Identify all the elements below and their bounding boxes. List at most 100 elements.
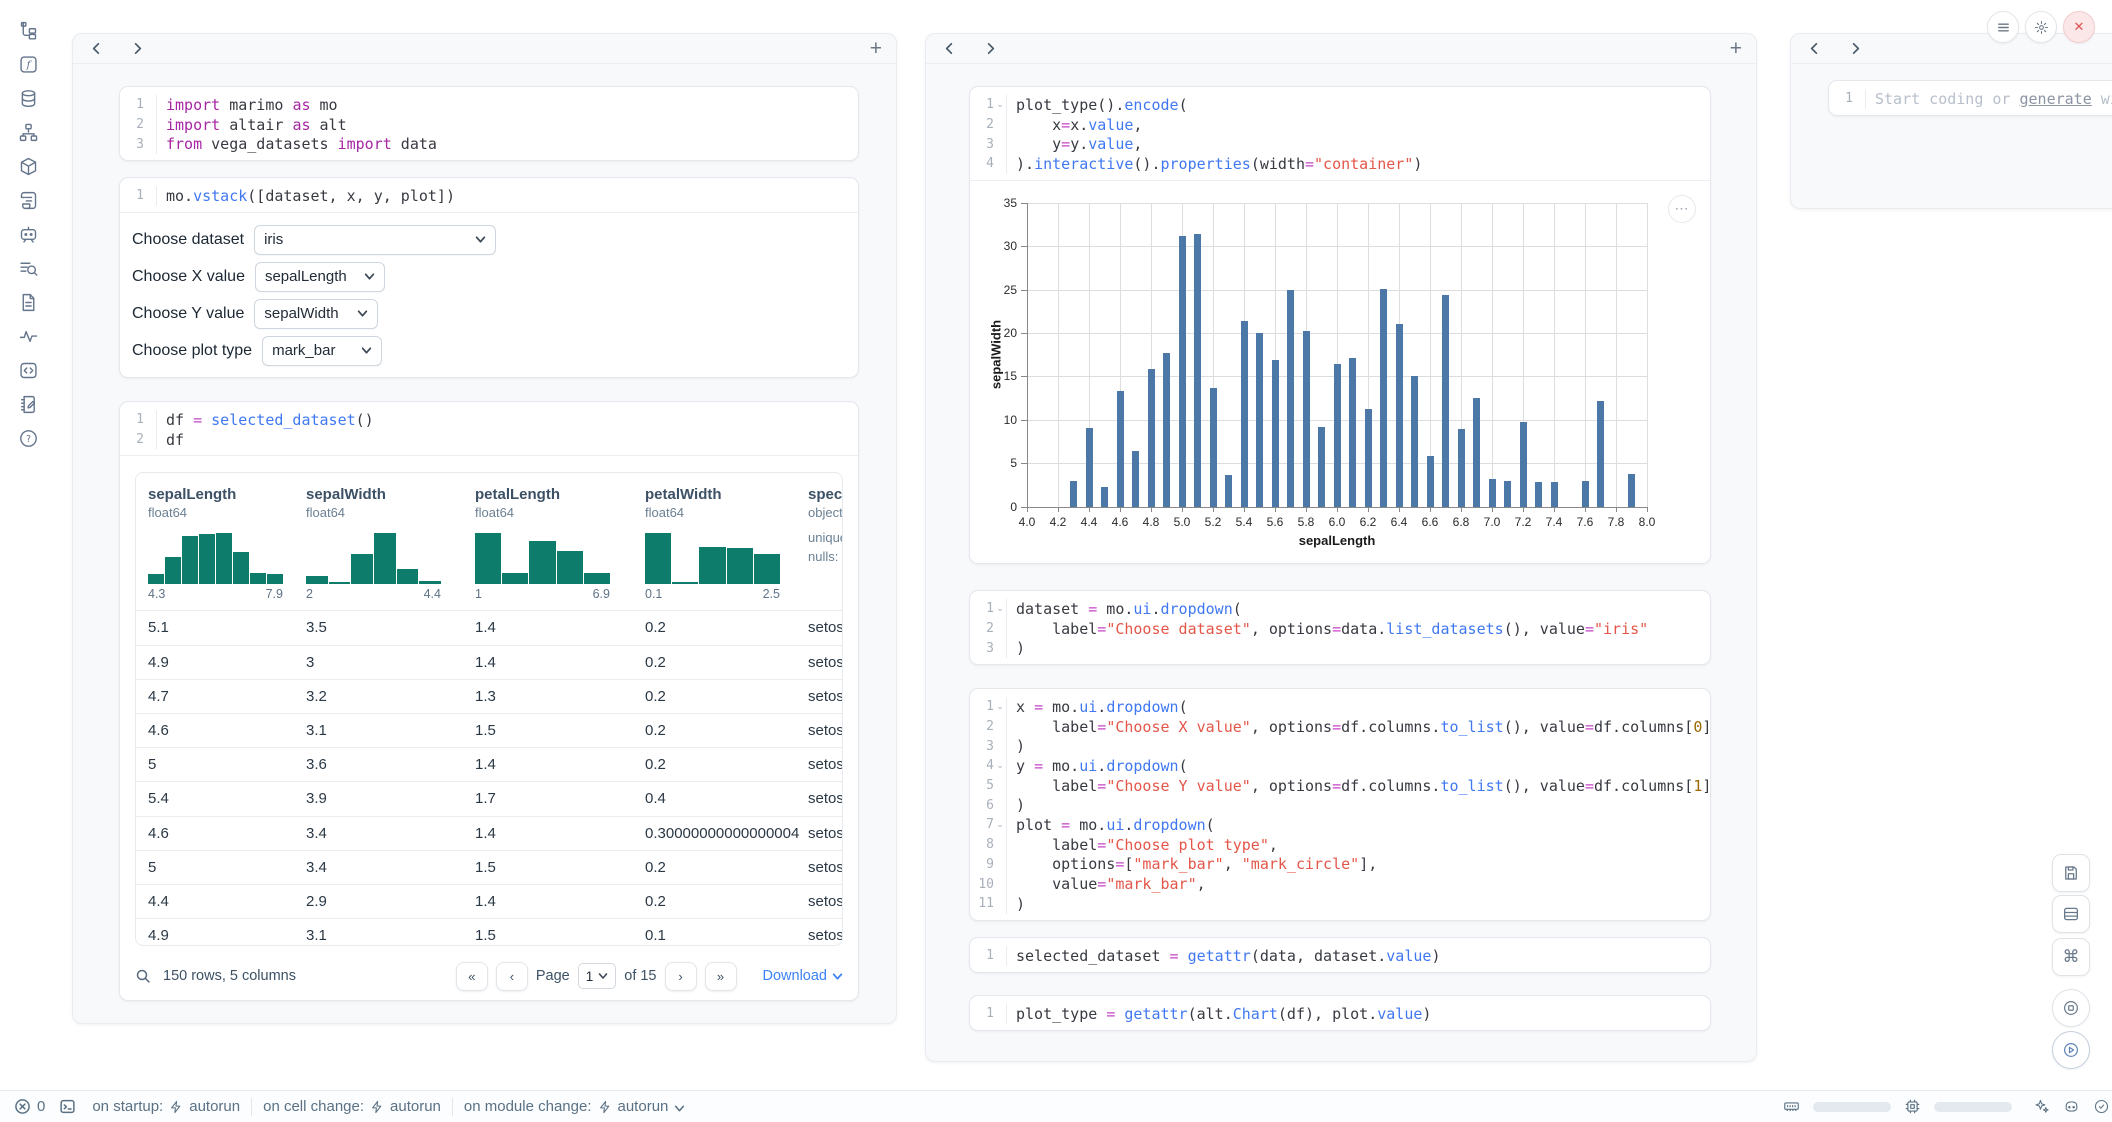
save-button[interactable] — [2052, 854, 2090, 892]
generate-link[interactable]: generate — [2019, 89, 2092, 108]
plot-type-select[interactable]: mark_bar — [262, 335, 383, 366]
copilot-button[interactable] — [2063, 1098, 2080, 1115]
dependency-graph-icon[interactable] — [18, 122, 39, 143]
chevron-left-icon[interactable] — [942, 41, 957, 56]
table-row[interactable]: 4.9 3.1 1.5 0.1 setosa — [136, 918, 842, 945]
y-value-select[interactable]: sepalWidth — [254, 298, 379, 329]
last-page-button[interactable]: » — [704, 961, 737, 991]
fold-chevron-icon[interactable]: ⌄ — [996, 819, 1004, 830]
table-row[interactable]: 4.9 3 1.4 0.2 setosa — [136, 644, 842, 679]
on-startup-setting[interactable]: on startup: autorun — [92, 1098, 241, 1115]
first-page-button[interactable]: « — [455, 961, 488, 991]
terminal-button[interactable] — [59, 1098, 76, 1115]
x-value-select[interactable]: sepalLength — [254, 261, 385, 292]
runtime-clock-button[interactable] — [2093, 1098, 2110, 1115]
code-block-icon[interactable] — [18, 360, 39, 381]
x-axis-title: sepalLength — [1298, 532, 1376, 548]
settings-button[interactable] — [2025, 11, 2057, 43]
chart-bar — [1302, 331, 1310, 507]
rows-layout-icon — [2063, 907, 2079, 921]
table-row[interactable]: 4.4 2.9 1.4 0.2 setosa — [136, 883, 842, 918]
table-cell: 0.2 — [645, 892, 666, 910]
code-editor[interactable]: 1 mo.vstack([dataset, x, y, plot]) — [120, 178, 858, 212]
keyboard-shortcuts-button[interactable]: ⌘ — [2052, 938, 2090, 976]
chevron-right-icon[interactable] — [130, 41, 145, 56]
chevron-right-icon[interactable] — [983, 41, 998, 56]
page-select[interactable]: 1 — [577, 963, 617, 990]
cell-plot-type: 1 plot_type = getattr(alt.Chart(df), plot… — [969, 995, 1711, 1031]
fold-chevron-icon[interactable]: ⌄ — [996, 760, 1004, 771]
layout-button[interactable] — [2052, 895, 2090, 933]
chart-bar — [1225, 474, 1232, 507]
fold-chevron-icon[interactable]: ⌄ — [996, 99, 1004, 110]
tracing-icon[interactable] — [18, 326, 39, 347]
fold-chevron-icon[interactable]: ⌄ — [996, 603, 1004, 614]
x-tick-label: 6.0 — [1328, 514, 1346, 529]
chatbot-icon[interactable] — [18, 224, 39, 245]
file-tree-icon[interactable] — [18, 20, 39, 41]
table-row[interactable]: 4.7 3.2 1.3 0.2 setosa — [136, 678, 842, 713]
chart-menu-button[interactable]: ⋯ — [1668, 194, 1696, 223]
x-tick-label: 4.8 — [1142, 514, 1160, 529]
editor-placeholder: Start coding or — [1875, 89, 2020, 108]
table-row[interactable]: 5.1 3.5 1.4 0.2 setosa — [136, 610, 842, 644]
on-module-change-setting[interactable]: on module change: autorun — [464, 1098, 685, 1115]
altair-bar-chart[interactable]: 4.0 4.2 4.4 4.6 4.8 5.0 5.2 5.4 5.6 5.8 6.0 6.2 6.4 6… — [970, 180, 1710, 563]
code-editor[interactable]: 1 Start coding or generate with AI. — [1829, 81, 2112, 115]
chevron-left-icon[interactable] — [89, 41, 104, 56]
next-page-button[interactable]: › — [664, 961, 697, 991]
table-row[interactable]: 4.6 3.4 1.4 0.30000000000000004 setosa — [136, 815, 842, 850]
table-row[interactable]: 5 3.6 1.4 0.2 setosa — [136, 747, 842, 781]
chart-bar — [1101, 486, 1108, 507]
table-column-header[interactable]: petalWidth float64 0.1 2.5 — [645, 486, 781, 602]
scripts-icon[interactable] — [18, 190, 39, 211]
table-column-header[interactable]: sepalLength float64 4.3 7.9 — [148, 486, 283, 602]
packages-icon[interactable] — [18, 156, 39, 177]
code-editor[interactable]: 1 selected_dataset = getattr(data, datase… — [970, 938, 1710, 972]
chart-bar — [1240, 320, 1248, 507]
snippets-icon[interactable] — [18, 292, 39, 313]
run-all-button[interactable] — [2052, 1031, 2090, 1069]
code-editor[interactable]: 1 df = selected_dataset() 2 df — [120, 402, 858, 455]
code-line: 5 label="Choose Y value", options=df.col… — [970, 775, 1710, 796]
chevron-right-icon[interactable] — [1848, 41, 1863, 56]
table-column-header[interactable]: speciesobjectunique:nulls: — [808, 486, 842, 565]
fold-chevron-icon[interactable]: ⌄ — [996, 701, 1004, 712]
prev-page-button[interactable]: ‹ — [495, 961, 528, 991]
table-column-header[interactable]: petalLength float64 1 6.9 — [475, 486, 611, 602]
table-cell: setosa — [808, 653, 842, 671]
code-editor[interactable]: 1 ⌄ x = mo.ui.dropdown(2 label="Choose X v… — [970, 689, 1710, 920]
on-cell-change-setting[interactable]: on cell change: autorun — [263, 1098, 441, 1115]
chevron-left-icon[interactable] — [1807, 41, 1822, 56]
dataset-select[interactable]: iris — [254, 224, 497, 255]
table-column-header[interactable]: sepalWidth float64 2 4.4 — [306, 486, 442, 602]
functions-icon[interactable]: f — [18, 54, 39, 75]
add-cell-button[interactable]: + — [1729, 37, 1742, 60]
code-editor[interactable]: 1 plot_type = getattr(alt.Chart(df), plot… — [970, 996, 1710, 1030]
table-row[interactable]: 5.4 3.9 1.7 0.4 setosa — [136, 781, 842, 815]
menu-button[interactable] — [1987, 11, 2019, 43]
table-row[interactable]: 4.6 3.1 1.5 0.2 setosa — [136, 712, 842, 747]
cell-chart: 1 ⌄ plot_type().encode(2 x=x.value, 3 y=y.v… — [969, 86, 1711, 564]
help-icon[interactable]: ? — [18, 428, 39, 449]
datasources-icon[interactable] — [18, 88, 39, 109]
ai-sparkles-button[interactable] — [2033, 1098, 2050, 1115]
interrupt-button[interactable] — [2052, 989, 2090, 1027]
pagination: « ‹ Page 1 of 15 › » Download — [455, 961, 844, 991]
table-cell: 0.2 — [645, 756, 666, 774]
logs-icon[interactable] — [18, 258, 39, 279]
code-editor[interactable]: 1 ⌄ plot_type().encode(2 x=x.value, 3 y=y.v… — [970, 87, 1710, 180]
code-editor[interactable]: 1 ⌄ dataset = mo.ui.dropdown(2 label="Choo… — [970, 591, 1710, 664]
table-cell: setosa — [808, 756, 842, 774]
table-row[interactable]: 5 3.4 1.5 0.2 setosa — [136, 849, 842, 884]
close-button[interactable]: ✕ — [2063, 11, 2095, 43]
line-number: 4 — [986, 156, 994, 172]
download-button[interactable]: Download — [763, 968, 844, 984]
scratchpad-icon[interactable] — [18, 394, 39, 415]
code-editor[interactable]: 1 import marimo as mo 2 import altair as al… — [120, 87, 858, 160]
status-bar: 0 on startup: autorun on cell change: au… — [0, 1090, 2112, 1122]
add-cell-button[interactable]: + — [869, 37, 882, 60]
error-count-badge[interactable]: 0 — [14, 1098, 45, 1115]
table-footer: 150 rows, 5 columns « ‹ Page 1 of 15 › »… — [135, 958, 843, 994]
search-icon[interactable] — [135, 968, 151, 984]
